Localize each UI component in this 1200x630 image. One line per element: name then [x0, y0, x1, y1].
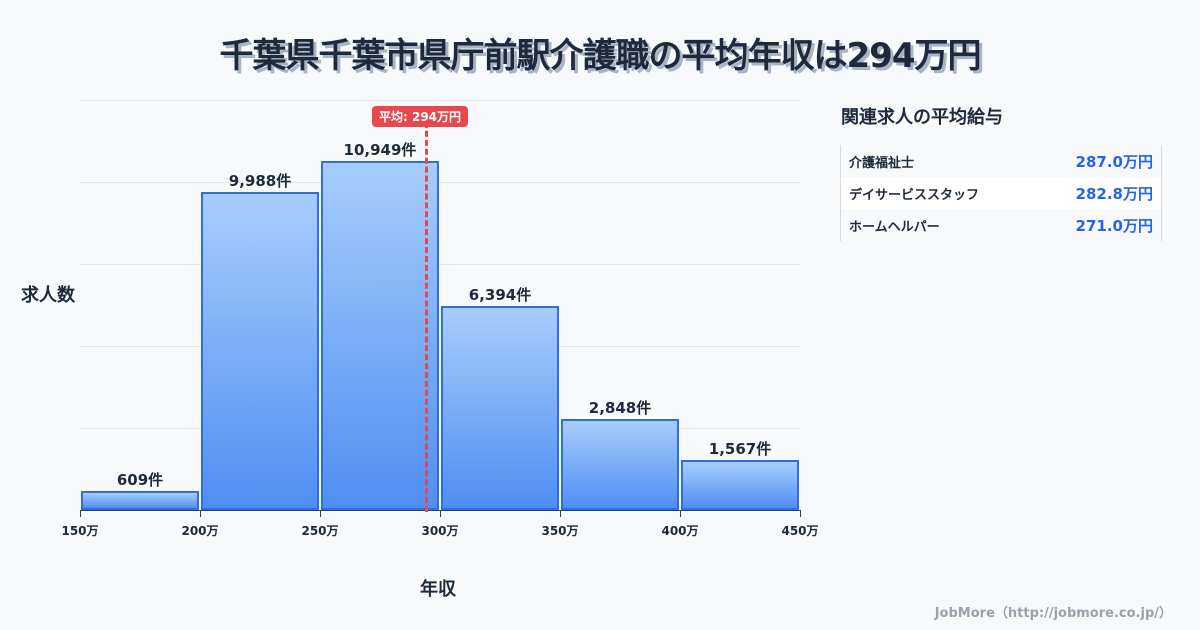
gridline [80, 182, 800, 183]
histogram-bar [321, 161, 439, 510]
job-salary: 287.0万円 [1075, 152, 1153, 171]
x-tick [320, 510, 321, 517]
job-name: 介護福祉士 [849, 155, 915, 171]
x-tick-label: 450万 [781, 524, 819, 538]
histogram-bar [441, 306, 559, 510]
x-tick [560, 510, 561, 517]
mean-line [425, 122, 428, 512]
bar-value-label: 2,848件 [588, 399, 652, 417]
job-name: ホームヘルパー [849, 219, 940, 235]
x-tick-label: 250万 [301, 524, 339, 538]
footer-credit: JobMore（http://jobmore.co.jp/） [934, 606, 1172, 621]
bar-value-label: 10,949件 [343, 141, 417, 159]
table-row: ホームヘルパー 271.0万円 [841, 209, 1161, 241]
gridline [80, 100, 800, 101]
y-axis-label: 求人数 [21, 285, 75, 306]
histogram-bar [201, 192, 319, 510]
histogram-bar [81, 491, 199, 510]
x-tick [200, 510, 201, 517]
job-salary: 271.0万円 [1075, 216, 1153, 235]
mean-badge: 平均: 294万円 [372, 106, 469, 127]
histogram-bar [561, 419, 679, 510]
gridline [80, 264, 800, 265]
x-axis-label: 年収 [420, 579, 456, 600]
x-tick [80, 510, 81, 517]
job-name: デイサービススタッフ [849, 187, 980, 203]
related-jobs-table: 介護福祉士 287.0万円 デイサービススタッフ 282.8万円 ホームヘルパー… [840, 145, 1162, 241]
histogram-chart: 609件 9,988件 10,949件 6,394件 2,848件 1,567件 150万… [21, 100, 819, 600]
x-tick [800, 510, 801, 517]
x-tick-label: 200万 [181, 524, 219, 538]
x-tick [680, 510, 681, 517]
table-row: 介護福祉士 287.0万円 [841, 145, 1161, 177]
bar-value-label: 1,567件 [708, 440, 772, 458]
job-salary: 282.8万円 [1075, 184, 1153, 203]
x-tick [440, 510, 441, 517]
table-row: デイサービススタッフ 282.8万円 [841, 177, 1161, 209]
bar-value-label: 6,394件 [468, 286, 532, 304]
x-tick-label: 300万 [421, 524, 459, 538]
gridline [80, 428, 800, 429]
histogram-bar [681, 460, 799, 510]
x-tick-label: 150万 [61, 524, 99, 538]
page-title: 千葉県千葉市県庁前駅介護職の平均年収は294万円 [219, 36, 982, 76]
gridline [80, 346, 800, 347]
x-tick-label: 350万 [541, 524, 579, 538]
x-tick-label: 400万 [661, 524, 699, 538]
bar-value-label: 609件 [116, 471, 164, 489]
bar-value-label: 9,988件 [228, 172, 292, 190]
related-jobs-title: 関連求人の平均給与 [841, 107, 1003, 128]
